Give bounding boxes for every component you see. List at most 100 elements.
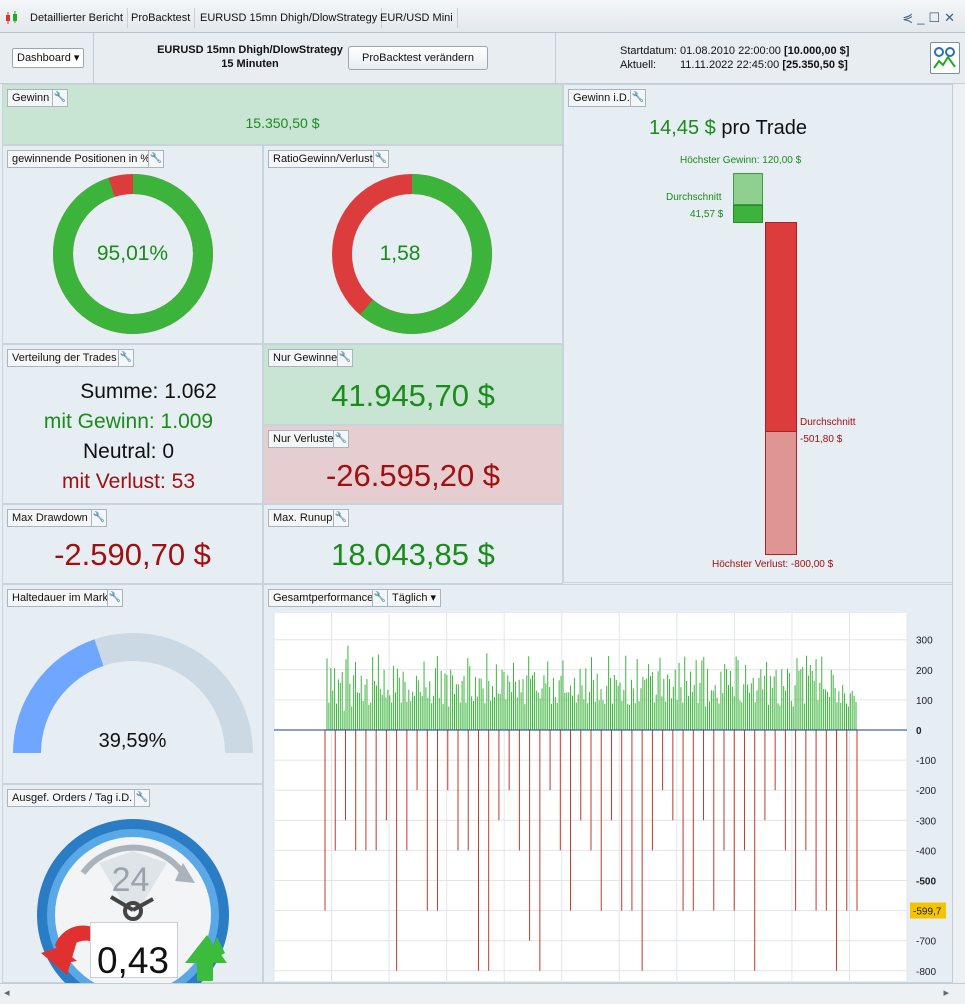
chevron-down-icon: ▾ bbox=[430, 592, 437, 604]
wrench-icon[interactable]: 🔧 bbox=[52, 89, 68, 107]
minimize-icon[interactable]: _ bbox=[917, 10, 929, 25]
total-performance-label: Gesamtperformance bbox=[268, 589, 379, 607]
value-marker-box bbox=[910, 902, 946, 919]
gauge-fill bbox=[13, 639, 104, 753]
loss-range-bar bbox=[765, 431, 797, 555]
horizontal-scrollbar[interactable]: ◂ ▸ bbox=[0, 983, 965, 1004]
y-tick-label: -400 bbox=[916, 846, 936, 857]
orders-value: 0,43 bbox=[96, 940, 169, 981]
y-tick-label: -800 bbox=[916, 967, 936, 978]
only-gains-panel: Nur Gewinne 🔧 41.945,70 $ bbox=[263, 344, 563, 425]
wrench-icon[interactable]: 🔧 bbox=[333, 430, 349, 448]
value-marker-label: -599,7 bbox=[913, 907, 942, 918]
only-losses-label: Nur Verluste bbox=[268, 430, 339, 448]
header-divider bbox=[93, 33, 94, 83]
performance-chart: 3002001000-100-200-300-400-500-600-700-8… bbox=[273, 613, 946, 981]
trade-distribution-panel: Verteilung der Trades 🔧 Summe: 1.062 mit… bbox=[2, 344, 263, 504]
vertical-scrollbar[interactable] bbox=[952, 84, 965, 982]
strategy-name: EURUSD 15mn Dhigh/DlowStrategy bbox=[157, 44, 343, 56]
wrench-icon[interactable]: 🔧 bbox=[148, 150, 164, 168]
y-tick-label: 200 bbox=[916, 666, 933, 677]
only-gains-label: Nur Gewinne bbox=[268, 349, 343, 367]
current-value: [25.350,50 $] bbox=[782, 59, 848, 71]
scroll-left-icon[interactable]: ◂ bbox=[4, 987, 10, 999]
highest-gain-label: Höchster Gewinn: 120,00 $ bbox=[680, 155, 802, 166]
win-donut-chart bbox=[53, 174, 213, 334]
y-tick-label: -700 bbox=[916, 937, 936, 948]
y-tick-label: -300 bbox=[916, 816, 936, 827]
y-tick-label: 100 bbox=[916, 696, 933, 707]
share-icon[interactable]: ⋞ bbox=[902, 10, 918, 25]
y-tick-label: 0 bbox=[916, 726, 922, 737]
window-controls: ⋞_☐✕ bbox=[902, 10, 959, 26]
avg-gain-value: 41,57 $ bbox=[690, 209, 724, 220]
gewinn-id-panel: Gewinn i.D. 🔧 14,45 $ pro Trade Höchster… bbox=[563, 84, 953, 583]
report-settings-icon[interactable] bbox=[930, 42, 960, 74]
total-performance-panel: Gesamtperformance 🔧 Täglich ▾ 300 200 100 0… bbox=[263, 584, 953, 983]
wrench-icon[interactable]: 🔧 bbox=[107, 589, 123, 607]
only-losses-panel: Nur Verluste 🔧 -26.595,20 $ bbox=[263, 425, 563, 504]
wrench-icon[interactable]: 🔧 bbox=[630, 89, 646, 107]
trades-sum: Summe: 1.062 bbox=[80, 380, 217, 403]
avg-gain-label: Durchschnitt bbox=[666, 192, 722, 203]
trades-loss: mit Verlust: 53 bbox=[61, 470, 196, 493]
dashboard-dropdown[interactable]: Dashboard ▾ bbox=[12, 48, 85, 68]
max-drawdown-panel: Max Drawdown 🔧 -2.590,70 $ bbox=[2, 504, 263, 584]
avg-gain-bar bbox=[733, 205, 763, 223]
holding-time-label: Haltedauer im Markt bbox=[7, 589, 117, 607]
gewinn-label: Gewinn bbox=[7, 89, 55, 107]
close-icon[interactable]: ✕ bbox=[944, 10, 959, 25]
y-tick-label: -100 bbox=[916, 756, 936, 767]
period-dropdown[interactable]: Täglich ▾ bbox=[387, 589, 442, 607]
ratio-donut-chart bbox=[332, 174, 492, 334]
chevron-down-icon: ▾ bbox=[73, 52, 80, 64]
tab-eurusd-mini[interactable]: EUR/USD Mini bbox=[376, 8, 458, 28]
strategy-title: EURUSD 15mn Dhigh/DlowStrategy 15 Minute… bbox=[150, 43, 350, 71]
win-percentage-label: gewinnende Positionen in % bbox=[7, 150, 156, 168]
wrench-icon[interactable]: 🔧 bbox=[134, 789, 150, 807]
orders-clock-number: 24 bbox=[111, 861, 150, 899]
start-label: Startdatum: bbox=[620, 45, 677, 57]
only-gains-value: 41.945,70 $ bbox=[331, 378, 495, 413]
y-tick-label: -200 bbox=[916, 786, 936, 797]
ratio-label: RatioGewinn/Verlust bbox=[268, 150, 378, 168]
trades-neutral: Neutral: 0 bbox=[82, 440, 175, 463]
wrench-icon[interactable]: 🔧 bbox=[337, 349, 353, 367]
wrench-icon[interactable]: 🔧 bbox=[91, 509, 107, 527]
highest-loss-label: Höchster Verlust: -800,00 $ bbox=[712, 559, 834, 570]
avg-loss-value: -501,80 $ bbox=[800, 434, 843, 445]
orders-per-day-panel: Ausgef. Orders / Tag i.D. 🔧 24 0,43 bbox=[2, 784, 263, 984]
ratio-value: 1,58 bbox=[379, 242, 421, 265]
tab-strategy[interactable]: EURUSD 15mn Dhigh/DlowStrategy bbox=[196, 8, 383, 28]
holding-time-panel: Haltedauer im Markt 🔧 39,59% bbox=[2, 584, 263, 784]
avg-loss-label: Durchschnitt bbox=[800, 417, 856, 428]
gewinn-value: 15.350,50 $ bbox=[245, 115, 320, 131]
max-runup-value: 18.043,85 $ bbox=[331, 537, 495, 572]
ratio-win-arc bbox=[332, 174, 492, 334]
avg-loss-bar bbox=[765, 222, 797, 432]
header-divider bbox=[555, 33, 556, 83]
holding-gauge bbox=[13, 633, 253, 753]
orders-per-day-label: Ausgef. Orders / Tag i.D. bbox=[7, 789, 138, 807]
gewinn-id-label: Gewinn i.D. bbox=[568, 89, 635, 107]
trades-win: mit Gewinn: 1.009 bbox=[43, 410, 214, 433]
wrench-icon[interactable]: 🔧 bbox=[333, 509, 349, 527]
maximize-icon[interactable]: ☐ bbox=[928, 10, 945, 25]
holding-time-value: 39,59% bbox=[98, 730, 167, 752]
scroll-right-icon[interactable]: ▸ bbox=[943, 987, 949, 999]
wrench-icon[interactable]: 🔧 bbox=[118, 349, 134, 367]
tab-detailed-report[interactable]: Detaillierter Bericht bbox=[26, 8, 128, 28]
tab-probacktest[interactable]: ProBacktest bbox=[127, 8, 196, 28]
start-value: [10.000,00 $] bbox=[784, 45, 850, 57]
ratio-panel: RatioGewinn/Verlust 🔧 1,58 bbox=[263, 145, 563, 344]
wrench-icon[interactable]: 🔧 bbox=[373, 150, 389, 168]
dashboard-label: Dashboard bbox=[17, 52, 71, 64]
start-date: 01.08.2010 22:00:00 bbox=[680, 45, 781, 57]
strategy-timeframe: 15 Minuten bbox=[221, 58, 279, 70]
change-backtest-button[interactable]: ProBacktest verändern bbox=[348, 46, 488, 70]
report-header: Dashboard ▾ EURUSD 15mn Dhigh/DlowStrate… bbox=[0, 33, 965, 84]
win-percentage-value: 95,01% bbox=[96, 242, 169, 265]
max-drawdown-value: -2.590,70 $ bbox=[54, 537, 211, 572]
tab-bar: Detaillierter Bericht ProBacktest EURUSD… bbox=[0, 0, 965, 33]
y-tick-label: -500 bbox=[916, 877, 936, 888]
